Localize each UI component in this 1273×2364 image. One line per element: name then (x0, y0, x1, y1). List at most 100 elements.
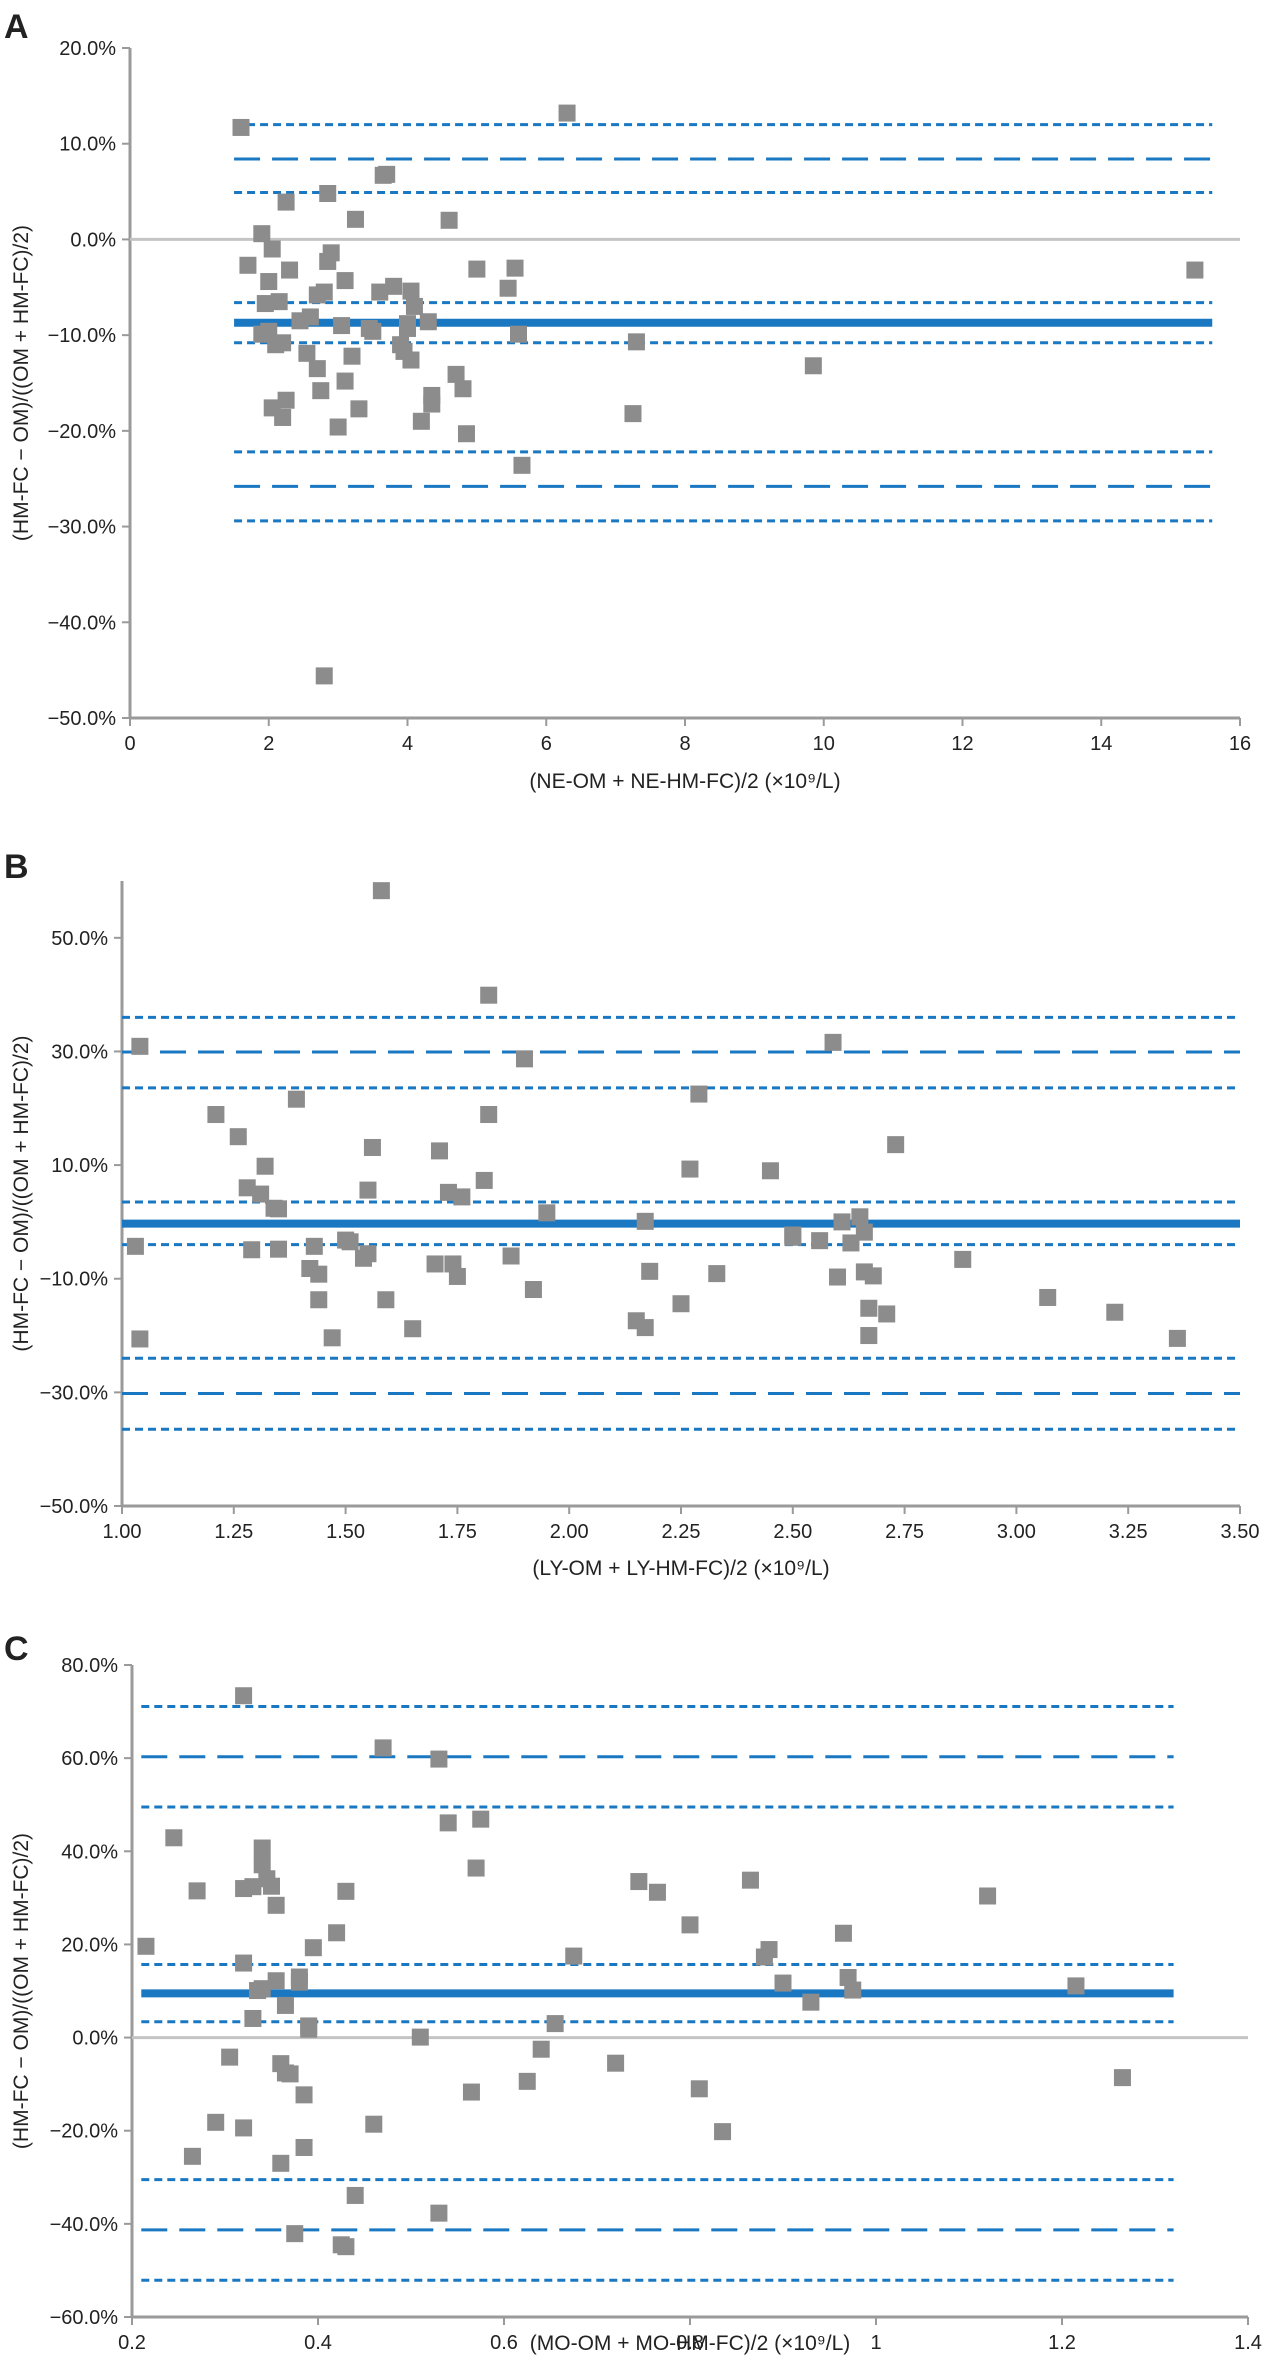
data-point (253, 1980, 271, 1998)
data-point (229, 1128, 247, 1146)
data-point (137, 1937, 155, 1955)
data-point (238, 1179, 256, 1197)
y-tick-label: −50.0% (40, 1496, 109, 1518)
data-point (277, 391, 295, 409)
y-tick-label: 20.0% (59, 38, 116, 60)
data-point (337, 2238, 355, 2256)
data-point (1067, 1977, 1085, 1995)
data-point (183, 2147, 201, 2165)
data-point (524, 1281, 542, 1299)
data-point (256, 1157, 274, 1175)
data-point (405, 297, 423, 315)
data-point (454, 380, 472, 398)
data-point (648, 1883, 666, 1901)
data-point (281, 2065, 299, 2083)
data-point (363, 1138, 381, 1156)
y-axis-title: (HM-FC − OM)/((OM + HM-FC)/2) (10, 225, 33, 541)
data-point (784, 1228, 802, 1246)
data-points (137, 1687, 1131, 2256)
x-tick-label: 12 (951, 733, 973, 755)
data-point (630, 1873, 648, 1891)
panel-c: C 80.0% 60.0% 40.0% 20.0% 0.0% −20.0% −40.0% −60… (4, 1630, 1262, 2355)
data-point (430, 1750, 448, 1768)
data-point (636, 1212, 654, 1230)
data-point (480, 1106, 498, 1124)
data-point (462, 2083, 480, 2101)
data-point (411, 2028, 429, 2046)
data-point (290, 1968, 308, 1986)
data-point (402, 282, 420, 300)
data-point (310, 1291, 328, 1309)
data-point (499, 279, 517, 297)
data-point (359, 1245, 377, 1263)
x-tick-label: 6 (541, 733, 552, 755)
x-tick-label: 1.4 (1234, 2332, 1262, 2354)
panel-letter: A (4, 8, 29, 46)
data-point (263, 240, 281, 258)
x-tick-label: 0.8 (676, 2332, 704, 2354)
data-point (295, 2138, 313, 2156)
data-point (447, 365, 465, 383)
data-point (811, 1232, 829, 1250)
y-tick-label: −20.0% (50, 2121, 119, 2143)
data-point (506, 259, 524, 277)
panel-letter: B (4, 848, 29, 886)
data-point (308, 286, 326, 304)
data-point (207, 2113, 225, 2131)
data-point (887, 1136, 905, 1154)
data-point (305, 1237, 323, 1255)
data-point (359, 1181, 377, 1199)
data-point (690, 1085, 708, 1103)
y-axis-title: (HM-FC − OM)/((OM + HM-FC)/2) (10, 1035, 33, 1351)
data-point (565, 1947, 583, 1965)
data-point (774, 1974, 792, 1992)
data-point (346, 210, 364, 228)
data-point (260, 273, 278, 291)
data-point (1168, 1329, 1186, 1347)
data-point (878, 1305, 896, 1323)
x-tick-label: 1.25 (214, 1521, 253, 1543)
data-point (457, 425, 475, 443)
data-point (419, 313, 437, 331)
data-point (131, 1037, 149, 1055)
data-point (221, 2048, 239, 2066)
x-tick-label: 3.25 (1109, 1521, 1148, 1543)
data-point (350, 400, 368, 418)
data-point (287, 1090, 305, 1108)
x-tick-label: 2.75 (885, 1521, 924, 1543)
data-point (281, 261, 299, 279)
y-tick-label: −30.0% (40, 1382, 109, 1404)
y-tick-label: 10.0% (51, 1155, 108, 1177)
data-point (270, 293, 288, 311)
data-points (232, 104, 1204, 685)
data-point (252, 1185, 270, 1203)
y-tick-label: 50.0% (51, 928, 108, 950)
data-point (761, 1162, 779, 1180)
data-point (315, 667, 333, 685)
y-tick-label: −20.0% (48, 421, 117, 443)
data-point (532, 2040, 550, 2058)
data-point (337, 1882, 355, 1900)
x-tick-label: 1.50 (326, 1521, 365, 1543)
data-point (439, 1814, 457, 1832)
data-point (860, 1299, 878, 1317)
data-point (336, 272, 354, 290)
data-point (833, 1213, 851, 1231)
data-point (844, 1981, 862, 1999)
x-tick-label: 8 (679, 733, 690, 755)
data-point (244, 2009, 262, 2027)
data-point (468, 260, 486, 278)
data-point (439, 1183, 457, 1201)
data-point (310, 1265, 328, 1283)
data-point (385, 277, 403, 295)
y-tick-label: −30.0% (48, 517, 117, 539)
data-point (322, 244, 340, 262)
panel-b: B 50.0% 30.0% 10.0% −10.0% −30.0% −50.0% 1.00 1.… (4, 848, 1259, 1580)
data-point (834, 1924, 852, 1942)
x-tick-label: 3.50 (1221, 1521, 1260, 1543)
data-point (267, 1896, 285, 1914)
data-point (518, 2072, 536, 2090)
y-tick-label: 60.0% (61, 1748, 118, 1770)
data-point (371, 283, 389, 301)
